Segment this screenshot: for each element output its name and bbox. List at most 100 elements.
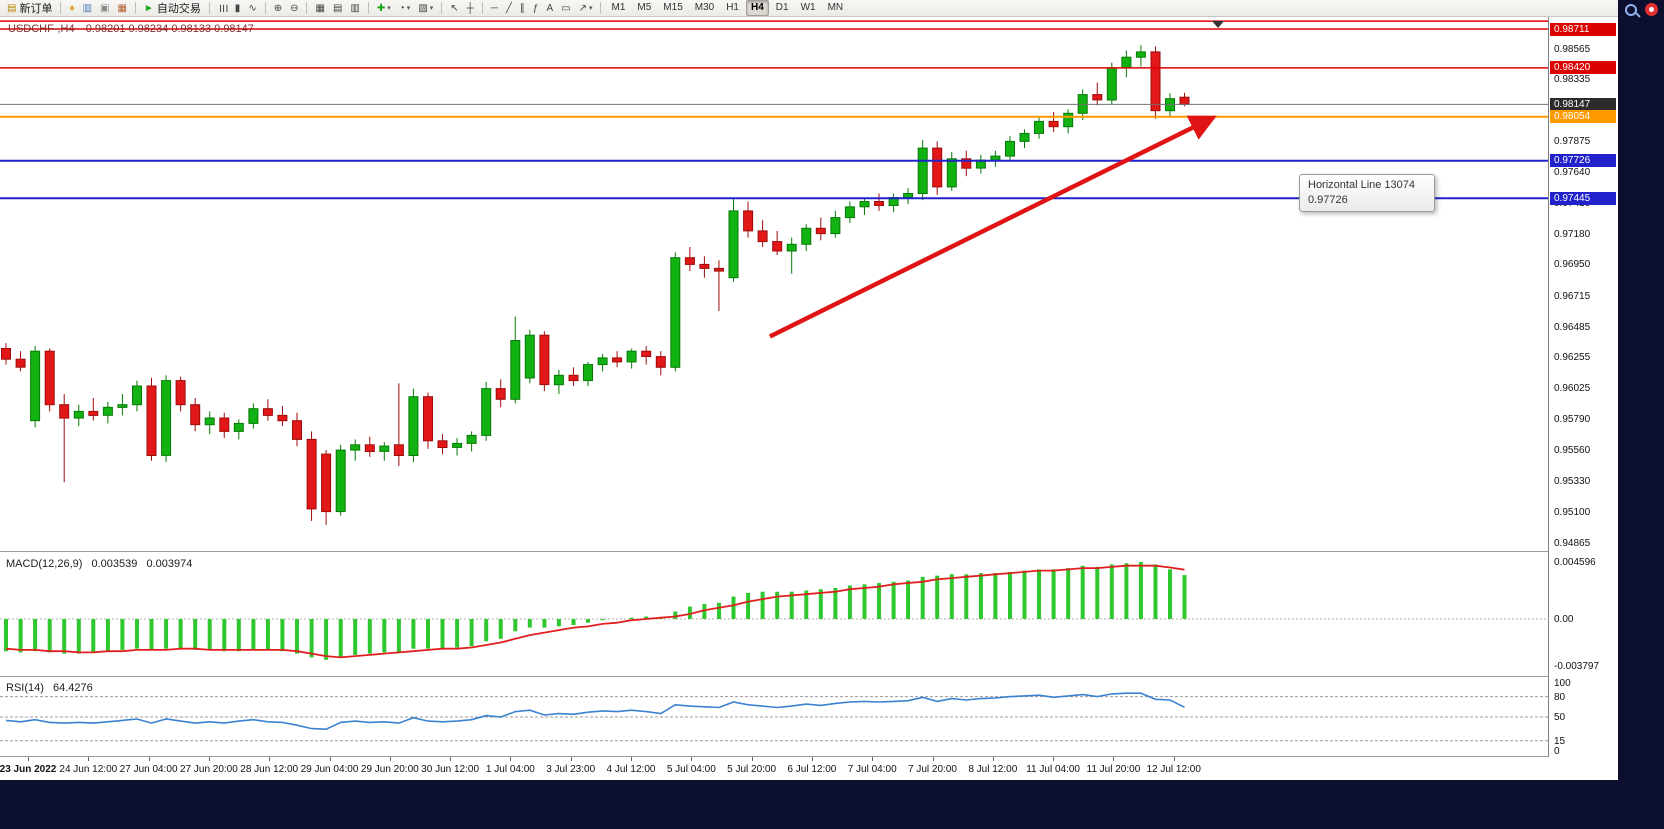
macd-panel-canvas[interactable] bbox=[0, 552, 1548, 676]
profiles-button[interactable]: ▥ bbox=[346, 0, 363, 17]
timeframe-m5[interactable]: M5 bbox=[637, 2, 652, 13]
periods-button[interactable]: ◔ ▾ bbox=[395, 0, 415, 17]
horizontal-line-button[interactable]: ─ bbox=[487, 0, 502, 17]
text-icon: A bbox=[546, 2, 554, 14]
alerts-icon-button[interactable]: ♦ bbox=[65, 0, 78, 17]
macd-axis-label: 0.004596 bbox=[1554, 557, 1596, 568]
toolbar-group: ► 自动交易 bbox=[140, 0, 205, 16]
time-axis-tick bbox=[992, 757, 994, 761]
notification-icon[interactable] bbox=[1645, 3, 1658, 16]
symbol-period-label: USDCHF-,H4 bbox=[8, 23, 75, 35]
price-chart-canvas[interactable] bbox=[0, 17, 1548, 551]
hline-tooltip: Horizontal Line 13074 0.97726 bbox=[1299, 174, 1435, 212]
rsi-axis-label: 0 bbox=[1554, 746, 1560, 757]
rsi-panel-canvas[interactable] bbox=[0, 677, 1548, 756]
auto-trading-button-label: 自动交易 bbox=[156, 3, 201, 15]
cursor-button[interactable]: ↖ bbox=[446, 0, 462, 17]
toolbar-separator bbox=[441, 2, 443, 14]
price-badge: 0.97445 bbox=[1550, 191, 1616, 205]
time-axis-tick bbox=[329, 757, 331, 761]
panel-separator[interactable] bbox=[0, 676, 1618, 677]
toolbar-separator bbox=[306, 2, 308, 14]
zoom-out-icon: ⊖ bbox=[290, 2, 299, 14]
tile-windows-button[interactable]: ▦ bbox=[311, 0, 328, 17]
time-axis-label: 11 Jul 20:00 bbox=[1086, 764, 1141, 775]
time-axis-tick bbox=[389, 757, 391, 761]
panel-separator[interactable] bbox=[0, 756, 1618, 757]
time-axis-label: 24 Jun 12:00 bbox=[59, 764, 118, 775]
timeframe-m30[interactable]: M30 bbox=[694, 2, 715, 13]
time-axis-label: 8 Jul 12:00 bbox=[968, 764, 1018, 775]
toolbar-group: ▤ 新订单 bbox=[3, 0, 56, 16]
timeframe-h1[interactable]: H1 bbox=[726, 2, 739, 13]
rsi-value: 64.4276 bbox=[52, 682, 93, 694]
arrows-button[interactable]: ↗ ▾ bbox=[575, 0, 597, 17]
trendline-button[interactable]: ╱ bbox=[502, 0, 516, 17]
search-icon[interactable] bbox=[1625, 4, 1637, 16]
timeframe-m15[interactable]: M15 bbox=[663, 2, 683, 13]
line-chart-button[interactable]: ∿ bbox=[244, 0, 260, 17]
price-axis-label: 0.96485 bbox=[1554, 321, 1591, 333]
data-window-button[interactable]: ▣ bbox=[96, 0, 113, 17]
time-axis-tick bbox=[1053, 757, 1055, 761]
time-axis[interactable]: 23 Jun 2022 24 Jun 12:00 27 Jun 04:00 27 Ju… bbox=[0, 757, 1548, 780]
time-axis-tick bbox=[932, 757, 934, 761]
zoom-out-button[interactable]: ⊖ bbox=[286, 0, 302, 17]
toolbar-group: ─ ╱ ∥ ƒ A ▭ ↗ ▾ bbox=[487, 0, 597, 16]
macd-label: MACD(12,26,9) 0.003539 0.003974 bbox=[6, 558, 198, 570]
data-window-icon: ▣ bbox=[100, 2, 110, 14]
toolbar-separator bbox=[60, 2, 62, 14]
price-axis-label: 0.98335 bbox=[1554, 74, 1591, 86]
bar-chart-button[interactable]: ☰ bbox=[214, 0, 231, 17]
fibonacci-button[interactable]: ƒ bbox=[529, 0, 543, 17]
rsi-axis-label: 100 bbox=[1554, 678, 1571, 689]
panel-separator[interactable] bbox=[0, 551, 1618, 552]
toolbar-separator bbox=[134, 2, 136, 14]
time-axis-tick bbox=[872, 757, 874, 761]
time-axis-label: 7 Jul 20:00 bbox=[908, 764, 957, 775]
channel-icon: ∥ bbox=[519, 2, 525, 14]
timeframe-mn[interactable]: MN bbox=[827, 2, 844, 13]
time-axis-label: 12 Jul 12:00 bbox=[1146, 764, 1201, 775]
price-axis-label: 0.96025 bbox=[1554, 383, 1591, 394]
crosshair-icon: ┼ bbox=[466, 2, 474, 14]
time-axis-label: 29 Jun 20:00 bbox=[360, 764, 419, 775]
shapes-button[interactable]: ▭ bbox=[557, 0, 574, 17]
toolbar-separator bbox=[208, 2, 210, 14]
auto-trading-button[interactable]: ► 自动交易 bbox=[140, 0, 205, 17]
macd-axis-label: 0.00 bbox=[1554, 614, 1574, 625]
time-axis-label: 5 Jul 04:00 bbox=[666, 764, 716, 775]
market-watch-button[interactable]: ▥ bbox=[79, 0, 96, 17]
macd-name: MACD(12,26,9) bbox=[6, 558, 83, 570]
candlestick-chart-icon: ▮ bbox=[234, 2, 241, 14]
timeframe-d1[interactable]: D1 bbox=[775, 2, 789, 13]
timeframe-w1[interactable]: W1 bbox=[800, 2, 816, 13]
macd-signal-value: 0.003974 bbox=[146, 558, 193, 570]
crosshair-button[interactable]: ┼ bbox=[463, 0, 478, 17]
time-axis-label: 23 Jun 2022 bbox=[0, 764, 57, 775]
toolbar-group: ▦ ▤ ▥ bbox=[311, 0, 363, 16]
indicators-button[interactable]: ✚ ▾ bbox=[373, 0, 395, 17]
text-button[interactable]: A bbox=[542, 0, 557, 17]
new-chart-button[interactable]: ▤ bbox=[329, 0, 346, 17]
strategy-tester-button[interactable]: ▦ bbox=[113, 0, 130, 17]
new-order-button[interactable]: ▤ 新订单 bbox=[3, 0, 56, 17]
shapes-icon: ▭ bbox=[561, 2, 571, 14]
tooltip-line-price: 0.97726 bbox=[1308, 194, 1348, 206]
trendline-icon: ╱ bbox=[505, 2, 512, 14]
price-badge: 0.98147 bbox=[1550, 97, 1616, 111]
templates-button[interactable]: ▧ ▾ bbox=[414, 0, 437, 17]
channel-button[interactable]: ∥ bbox=[516, 0, 529, 17]
rsi-axis-label: 15 bbox=[1554, 735, 1566, 747]
candlestick-chart-button[interactable]: ▮ bbox=[231, 0, 245, 17]
timeframe-m1[interactable]: M1 bbox=[611, 2, 626, 13]
chevron-down-icon: ▾ bbox=[387, 5, 391, 12]
time-axis-label: 27 Jun 20:00 bbox=[179, 764, 238, 775]
timeframe-h4[interactable]: H4 bbox=[746, 0, 769, 16]
price-axis[interactable]: 0.985650.983350.978750.976400.974100.971… bbox=[1548, 17, 1618, 757]
chart-title: USDCHF-,H4 0.98201 0.98234 0.98133 0.981… bbox=[8, 23, 254, 35]
arrows-icon: ↗ bbox=[578, 2, 587, 14]
right-rail bbox=[1618, 0, 1664, 829]
zoom-in-button[interactable]: ⊕ bbox=[270, 0, 286, 17]
